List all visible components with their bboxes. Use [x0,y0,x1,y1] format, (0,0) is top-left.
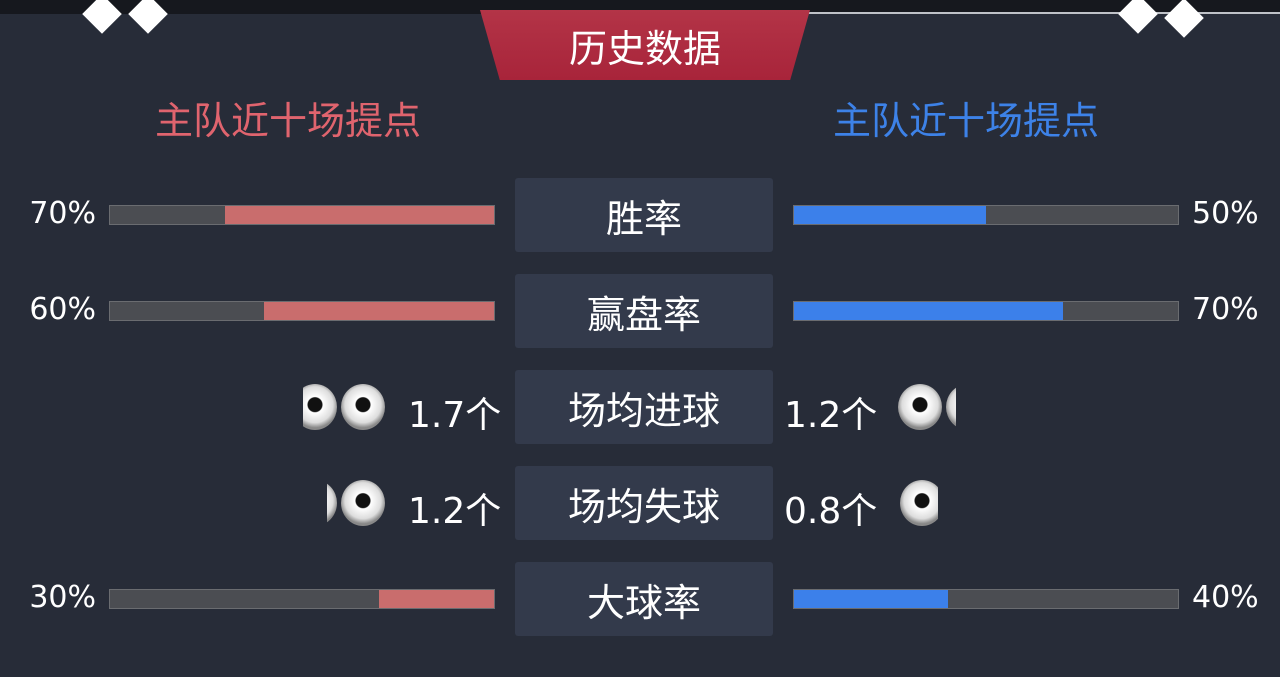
left-value: 30% [29,580,96,615]
left-progress-bar [109,301,495,321]
stat-label: 场均失球 [515,466,773,540]
right-bar-fill [794,206,986,224]
soccer-ball-icon [341,480,385,526]
soccer-ball-icon [327,480,337,526]
right-value: 1.2个 [784,395,878,436]
right-value: 40% [1192,580,1259,615]
stat-label: 赢盘率 [515,274,773,348]
left-progress-bar [109,205,495,225]
section-title: 历史数据 [480,10,810,80]
soccer-ball-icon [900,480,939,526]
top-strip [0,0,1280,14]
right-team-title: 主队近十场提点 [833,99,1100,143]
stat-row: 胜率 70% 50% [0,178,1280,252]
stat-label: 胜率 [515,178,773,252]
right-value: 70% [1192,292,1259,327]
stat-row: 场均进球 1.7个 1.2个 [0,370,1280,444]
soccer-ball-icon [946,384,956,430]
left-balls [303,384,385,430]
right-bar-fill [794,302,1063,320]
left-bar-fill [378,590,494,608]
soccer-ball-icon [898,384,942,430]
soccer-ball-icon [303,384,337,430]
left-progress-bar [109,589,495,609]
left-value: 1.2个 [408,491,502,532]
stat-label: 大球率 [515,562,773,636]
left-bar-fill [263,302,494,320]
right-balls [898,384,956,430]
right-balls [900,480,939,526]
right-value: 0.8个 [784,491,878,532]
divider [800,12,1280,14]
stat-row: 大球率 30% 40% [0,562,1280,636]
right-progress-bar [793,301,1179,321]
stat-row: 赢盘率 60% 70% [0,274,1280,348]
stat-label: 场均进球 [515,370,773,444]
left-bar-fill [225,206,494,224]
left-value: 70% [29,196,96,231]
right-progress-bar [793,589,1179,609]
left-value: 60% [29,292,96,327]
left-balls [327,480,385,526]
right-progress-bar [793,205,1179,225]
left-team-title: 主队近十场提点 [155,99,422,143]
right-value: 50% [1192,196,1259,231]
stat-row: 场均失球 1.2个 0.8个 [0,466,1280,540]
soccer-ball-icon [341,384,385,430]
left-value: 1.7个 [408,395,502,436]
right-bar-fill [794,590,948,608]
